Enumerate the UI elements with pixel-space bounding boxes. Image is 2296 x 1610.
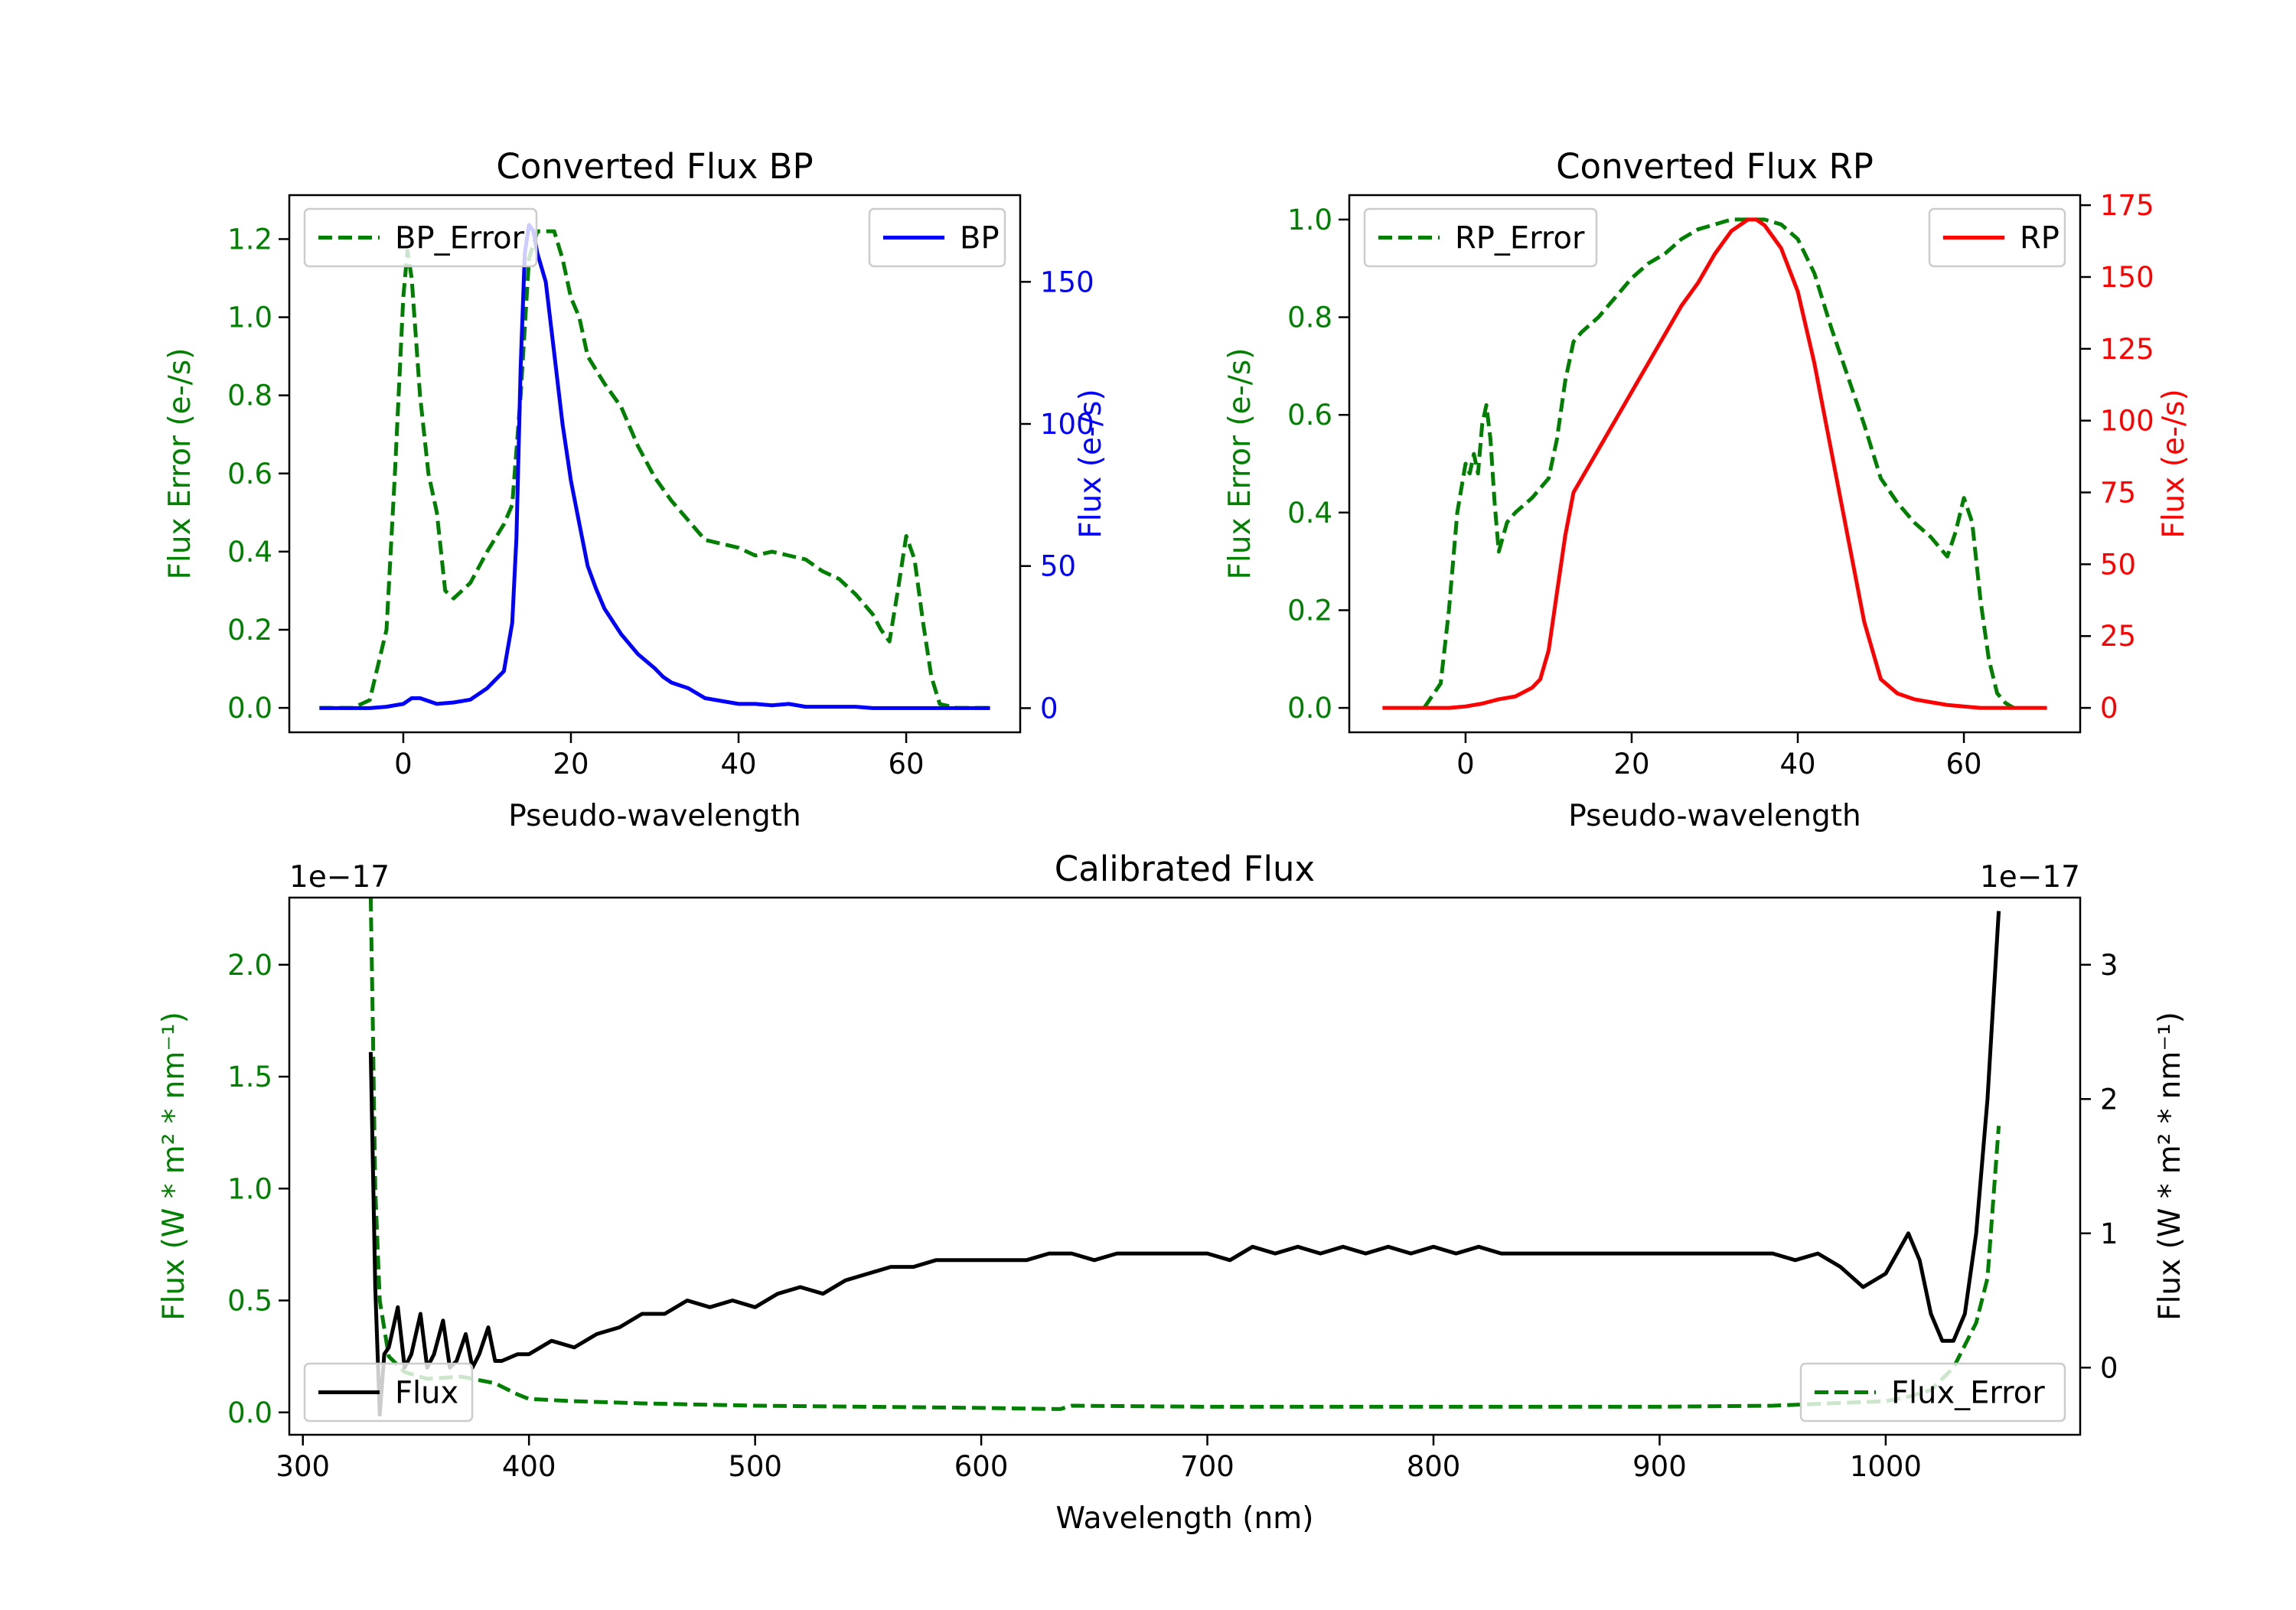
bp-axes-frame [288,194,1022,734]
bp-title: Converted Flux BP [496,146,813,187]
rp-ytick-right-label: 0 [2100,692,2118,725]
calibrated-offset-right: 1e−17 [1980,860,2080,895]
bp-chart: 0 20 40 60 0.0 0.2 0.4 0.6 0.8 1.0 1.2 0 50 100 150 Con… [163,146,1108,833]
bp-series-bp-error [319,229,990,710]
calibrated-ytick-left-label: 1.5 [227,1061,272,1093]
calibrated-legend-label: Flux_Error [1891,1376,2045,1411]
rp-axes-frame [1348,194,2082,734]
calibrated-ylabel-right: Flux (W * m² * nm⁻¹) [2153,1012,2187,1321]
bp-ytick-right-label: 50 [1040,550,1076,583]
rp-ytick-left-label: 0.6 [1287,399,1332,432]
bp-xtick-label: 40 [720,748,756,781]
rp-legend-box [1363,207,1598,268]
calibrated-legend-box [1799,1362,2066,1423]
bp-xtick-label: 60 [889,748,925,781]
bp-ylabel-left: Flux Error (e-/s) [163,348,197,580]
bp-ytick-left-label: 0.0 [227,692,272,725]
calibrated-xtick-label: 600 [954,1450,1009,1483]
calibrated-xtick-label: 500 [728,1450,782,1483]
calibrated-ylabel-left: Flux (W * m² * nm⁻¹) [157,1012,191,1321]
rp-ylabel-right: Flux (e-/s) [2157,389,2191,538]
calibrated-ytick-right-label: 2 [2100,1083,2118,1116]
bp-ytick-right-label: 0 [1040,692,1058,725]
calibrated-axes-frame [288,896,2082,1436]
bp-ytick-right-label: 100 [1040,408,1094,441]
bp-xlabel: Pseudo-wavelength [508,799,801,833]
rp-xtick-label: 0 [1456,748,1475,781]
calibrated-chart: 300 400 500 600 700 800 900 1000 0.0 0.5 1.0 1.5 2.0… [157,849,2187,1536]
bp-ytick-right-label: 150 [1040,266,1094,298]
rp-ytick-left-label: 0.2 [1287,594,1332,627]
bp-ytick-left-label: 0.6 [227,458,272,490]
calibrated-legend-box [303,1362,474,1423]
rp-ytick-left-label: 0.8 [1287,301,1332,334]
calibrated-xtick-label: 800 [1407,1450,1461,1483]
bp-xtick-label: 0 [394,748,413,781]
calibrated-xtick-label: 300 [276,1450,330,1483]
rp-ytick-right-label: 25 [2100,620,2136,653]
rp-xlabel: Pseudo-wavelength [1568,799,1861,833]
calibrated-ytick-left-label: 1.0 [227,1172,272,1205]
rp-ytick-left-label: 0.4 [1287,497,1332,530]
bp-legend-label: BP_Error [395,221,525,256]
calibrated-xtick-label: 1000 [1850,1450,1922,1483]
rp-ytick-left-label: 0.0 [1287,692,1332,725]
calibrated-xtick-label: 900 [1632,1450,1687,1483]
rp-xtick-label: 40 [1779,748,1815,781]
calibrated-xtick-label: 700 [1180,1450,1234,1483]
bp-ytick-left-label: 1.0 [227,301,272,334]
bp-legend-left: BP_Error [303,207,538,268]
rp-series-rp [1382,217,2047,710]
calibrated-title: Calibrated Flux [1055,849,1315,889]
bp-ytick-left-label: 0.2 [227,614,272,647]
calibrated-ytick-left-label: 2.0 [227,949,272,982]
rp-series-rp-error [1422,217,2015,710]
calibrated-xlabel: Wavelength (nm) [1056,1501,1314,1536]
rp-legend-right: RP [1928,207,2066,268]
bp-legend-box [303,207,538,268]
rp-ytick-right-label: 75 [2100,477,2136,510]
bp-ylabel-right: Flux (e-/s) [1074,389,1108,538]
bp-ytick-left-label: 0.4 [227,536,272,569]
rp-legend-left: RP_Error [1363,207,1598,268]
bp-ytick-left-label: 0.8 [227,380,272,412]
rp-ytick-right-label: 125 [2100,333,2154,366]
rp-xtick-label: 20 [1613,748,1649,781]
bp-legend-label: BP [960,221,1000,256]
bp-series-bp [319,223,990,710]
calibrated-ytick-left-label: 0.5 [227,1285,272,1318]
rp-ytick-right-label: 150 [2100,261,2154,294]
rp-ytick-right-label: 50 [2100,548,2136,581]
calibrated-legend-left: Flux [303,1362,474,1423]
bp-xtick-label: 20 [553,748,589,781]
calibrated-legend-right: Flux_Error [1799,1362,2066,1423]
rp-xtick-label: 60 [1946,748,1982,781]
calibrated-legend-label: Flux [395,1376,458,1411]
calibrated-ytick-right-label: 3 [2100,949,2118,982]
calibrated-ytick-left-label: 0.0 [227,1397,272,1429]
calibrated-ytick-right-label: 0 [2100,1351,2118,1384]
rp-legend-label: RP [2020,221,2060,256]
rp-legend-label: RP_Error [1455,221,1585,256]
rp-ytick-left-label: 1.0 [1287,204,1332,236]
rp-title: Converted Flux RP [1556,146,1874,187]
calibrated-offset-left: 1e−17 [289,860,390,895]
bp-ytick-left-label: 1.2 [227,223,272,256]
rp-chart: 0 20 40 60 0.0 0.2 0.4 0.6 0.8 1.0 0 25 50 75 100 125 15… [1223,146,2191,833]
calibrated-ytick-right-label: 1 [2100,1217,2118,1250]
bp-legend-right: BP [868,207,1006,268]
calibrated-xtick-label: 400 [502,1450,556,1483]
rp-ytick-right-label: 175 [2100,189,2154,222]
rp-ytick-right-label: 100 [2100,405,2154,438]
rp-ylabel-left: Flux Error (e-/s) [1223,348,1257,580]
